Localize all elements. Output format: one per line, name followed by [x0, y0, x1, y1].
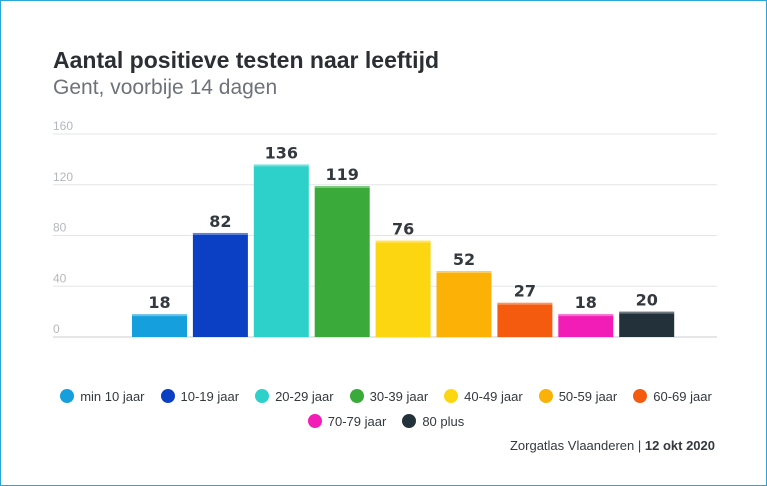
data-label: 82	[209, 212, 231, 231]
legend-item[interactable]: 30-39 jaar	[349, 387, 429, 405]
y-tick-label: 160	[53, 119, 73, 133]
legend-item[interactable]: 50-59 jaar	[538, 387, 618, 405]
bar-highlight	[314, 186, 370, 189]
bar-80-plus[interactable]	[619, 311, 675, 337]
y-tick-label: 40	[53, 271, 67, 285]
legend-label: 60-69 jaar	[653, 388, 712, 404]
bar-60-69-jaar[interactable]	[497, 302, 553, 337]
legend-swatch-icon	[633, 389, 648, 403]
data-label: 18	[575, 293, 597, 312]
legend-swatch-icon	[444, 389, 459, 403]
bar-20-29-jaar[interactable]	[253, 164, 309, 337]
data-label: 18	[148, 293, 170, 312]
bar-highlight	[436, 271, 492, 274]
legend-item[interactable]: min 10 jaar	[60, 387, 145, 405]
bar-highlight	[132, 314, 187, 317]
legend-swatch-icon	[255, 389, 270, 403]
legend-item[interactable]: 80 plus	[402, 412, 464, 430]
data-label: 52	[453, 250, 475, 269]
legend-label: 70-79 jaar	[327, 413, 387, 429]
legend-label: 50-59 jaar	[558, 388, 618, 404]
data-label: 136	[265, 143, 298, 162]
source-note: Zorgatlas Vlaanderen | 12 okt 2020	[510, 438, 715, 453]
chart-legend: min 10 jaar 10-19 jaar 20-29 jaar 30-39 jaa…	[41, 387, 731, 430]
legend-label: 20-29 jaar	[275, 388, 334, 404]
legend-item[interactable]: 60-69 jaar	[633, 387, 712, 405]
source-separator: |	[634, 438, 645, 453]
bar-highlight	[558, 314, 614, 317]
y-tick-label: 120	[53, 170, 73, 184]
bar-highlight	[375, 240, 431, 243]
legend-swatch-icon	[60, 389, 75, 403]
bar-highlight	[253, 164, 309, 167]
legend-item[interactable]: 10-19 jaar	[160, 387, 240, 405]
legend-swatch-icon	[160, 389, 175, 403]
legend-label: 40-49 jaar	[464, 388, 523, 404]
legend-item[interactable]: 40-49 jaar	[444, 387, 523, 405]
bar-40-49-jaar[interactable]	[375, 240, 431, 337]
data-label: 27	[514, 282, 536, 301]
bar-min-10-jaar[interactable]	[132, 314, 187, 337]
bar-70-79-jaar[interactable]	[558, 314, 614, 337]
bar-highlight	[192, 232, 248, 235]
chart-title: Aantal positieve testen naar leeftijd	[53, 47, 440, 73]
bar-highlight	[497, 302, 553, 305]
chart-subtitle: Gent, voorbije 14 dagen	[53, 76, 278, 99]
data-label: 20	[636, 291, 658, 310]
legend-label: 10-19 jaar	[180, 388, 240, 404]
legend-label: 80 plus	[422, 413, 465, 429]
legend-swatch-icon	[538, 389, 553, 403]
legend-swatch-icon	[307, 414, 322, 428]
bar-30-39-jaar[interactable]	[314, 186, 370, 337]
legend-label: min 10 jaar	[80, 388, 145, 404]
bar-highlight	[619, 311, 675, 314]
y-tick-label: 0	[53, 322, 60, 336]
data-label: 119	[325, 165, 358, 184]
legend-swatch-icon	[402, 414, 417, 428]
data-label: 76	[392, 220, 414, 239]
legend-item[interactable]: 70-79 jaar	[307, 412, 387, 430]
source-name: Zorgatlas Vlaanderen	[509, 438, 635, 453]
bar-50-59-jaar[interactable]	[436, 271, 492, 337]
legend-swatch-icon	[349, 389, 364, 403]
legend-label: 30-39 jaar	[369, 388, 429, 404]
bar-10-19-jaar[interactable]	[192, 232, 248, 337]
source-date: 12 okt 2020	[644, 438, 715, 453]
legend-item[interactable]: 20-29 jaar	[255, 387, 334, 405]
y-tick-label: 80	[53, 221, 67, 235]
